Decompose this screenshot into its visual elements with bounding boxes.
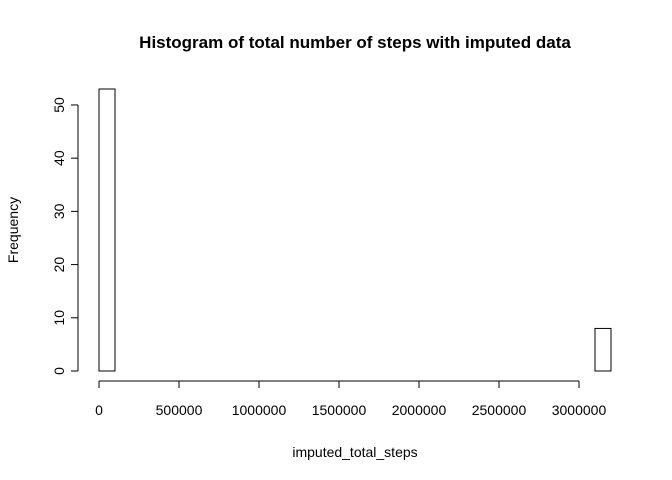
x-tick-label-3000000: 3000000: [552, 402, 607, 418]
y-tick-label-50: 50: [51, 97, 67, 113]
x-tick-label-1500000: 1500000: [312, 402, 367, 418]
y-tick-label-0: 0: [51, 367, 67, 375]
y-axis: 0 10 20 30 40 50: [51, 97, 79, 375]
x-tick-label-0: 0: [95, 402, 103, 418]
x-tick-label-2000000: 2000000: [392, 402, 447, 418]
y-tick-label-30: 30: [51, 203, 67, 219]
y-tick-label-10: 10: [51, 310, 67, 326]
histogram-bar-0: [98, 88, 116, 372]
y-tick-label-20: 20: [51, 257, 67, 273]
histogram-bar-31: [594, 327, 612, 372]
y-tick-label-40: 40: [51, 150, 67, 166]
chart-title: Histogram of total number of steps with …: [139, 33, 571, 52]
x-tick-label-500000: 500000: [156, 402, 203, 418]
bars-group: [98, 88, 612, 372]
y-axis-label: Frequency: [5, 197, 21, 263]
x-tick-label-1000000: 1000000: [232, 402, 287, 418]
x-tick-label-2500000: 2500000: [472, 402, 527, 418]
x-axis: 0 500000 1000000 1500000 2000000 2500000 30000…: [95, 380, 607, 418]
x-axis-label: imputed_total_steps: [292, 444, 417, 460]
